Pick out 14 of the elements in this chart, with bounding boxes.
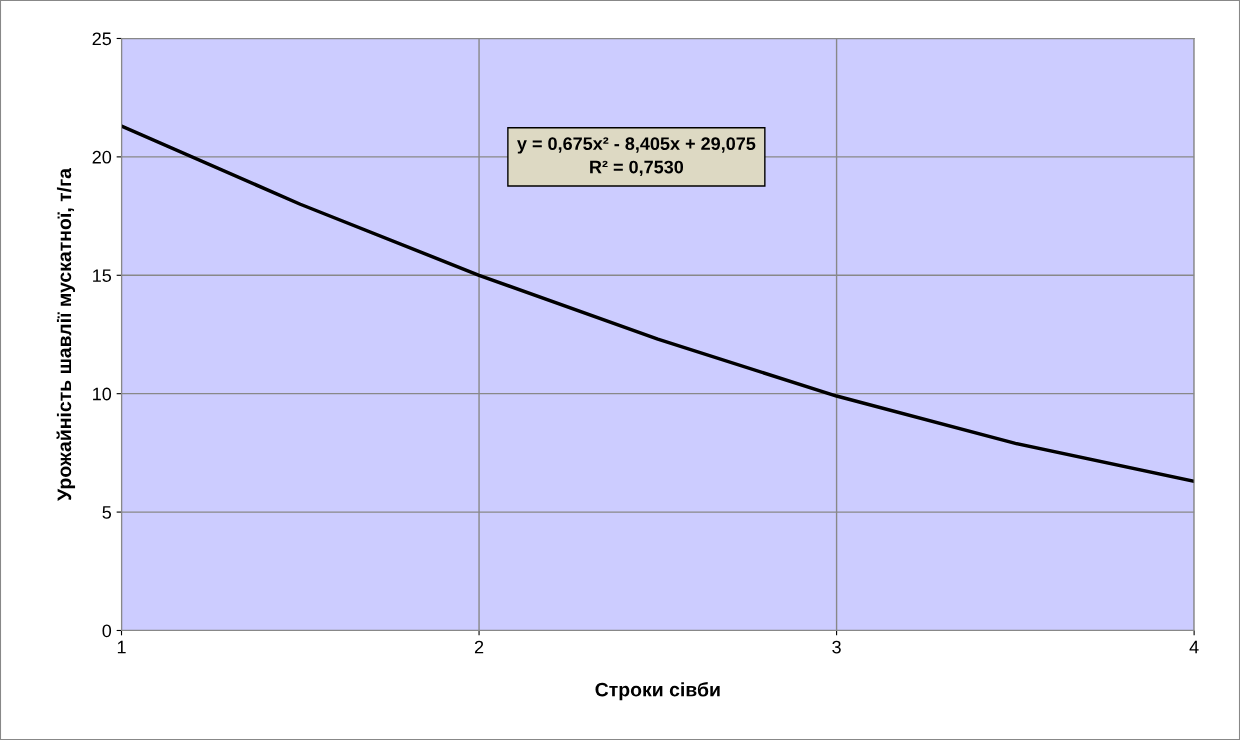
- y-tick-label: 5: [102, 506, 112, 519]
- y-tick-label: 20: [92, 150, 112, 164]
- x-tick-label: 3: [832, 640, 841, 654]
- x-tick-label: 2: [474, 640, 484, 654]
- x-tick-label: 4: [1189, 640, 1199, 654]
- y-tick-label: 15: [93, 269, 112, 282]
- annotation: y = 0,675x² - 8,405x + 29,075 R² = 0,7530: [517, 137, 756, 177]
- y-tick-label: 25: [92, 32, 112, 46]
- x-tick-label: 1: [117, 640, 126, 654]
- line-series: [121, 124, 1195, 484]
- y-axis-title: Урожайність шавлії мускатної, т/га: [56, 167, 76, 501]
- x-axis-title: Строки сівби: [595, 682, 720, 701]
- y-tick-label: 10: [93, 387, 112, 401]
- y-tick-label: 0: [102, 624, 112, 638]
